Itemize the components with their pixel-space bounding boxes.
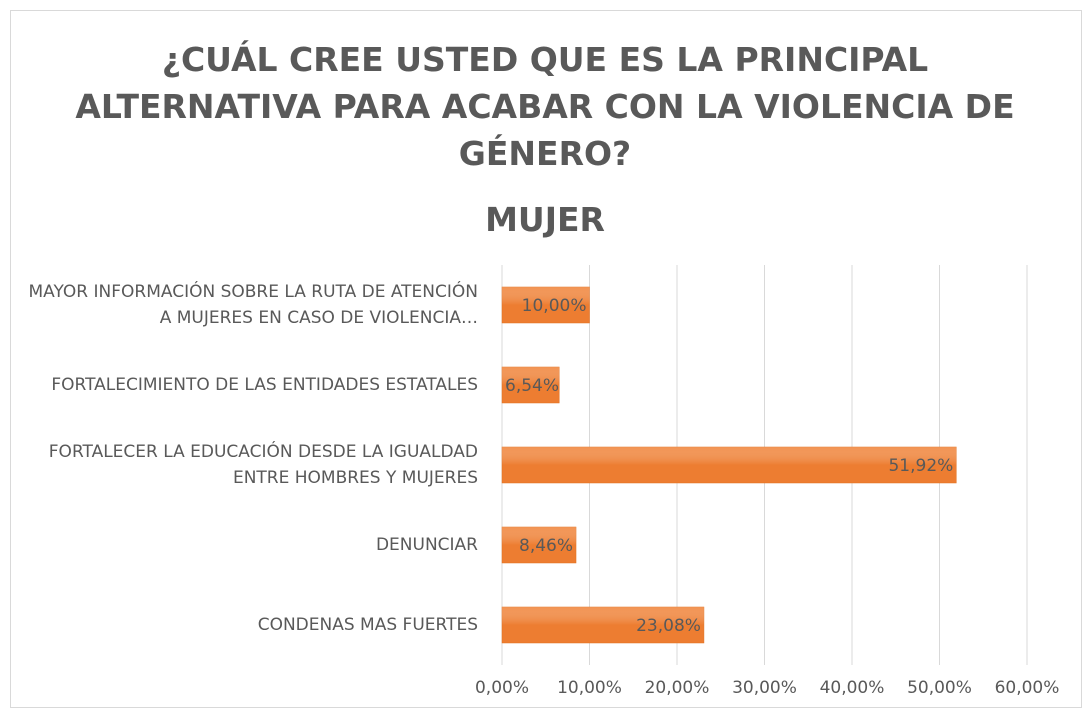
chart-title: ¿CUÁL CREE USTED QUE ES LA PRINCIPAL ALT… <box>75 40 1015 173</box>
bar-highlight <box>502 607 704 643</box>
data-label: 8,46% <box>519 536 573 556</box>
bar-highlight <box>502 287 590 323</box>
data-label: 23,08% <box>636 616 701 636</box>
bar-highlight <box>502 447 957 483</box>
y-tick-label: MAYOR INFORMACIÓN SOBRE LA RUTA DE ATENC… <box>28 282 478 328</box>
x-tick-label: 40,00% <box>820 678 885 698</box>
bar-highlight <box>502 527 577 563</box>
x-tick-label: 60,00% <box>995 678 1060 698</box>
y-tick-label: DENUNCIAR <box>375 535 478 555</box>
data-label: 6,54% <box>505 376 559 396</box>
x-tick-label: 10,00% <box>557 678 622 698</box>
data-label: 10,00% <box>522 296 587 316</box>
bar-highlight <box>502 367 560 403</box>
x-tick-label: 30,00% <box>732 678 797 698</box>
x-tick-label: 0,00% <box>475 678 529 698</box>
chart-subtitle: MUJER <box>485 200 605 239</box>
x-tick-label: 50,00% <box>907 678 972 698</box>
x-tick-label: 20,00% <box>645 678 710 698</box>
data-label: 51,92% <box>888 456 953 476</box>
y-tick-label: FORTALECIMIENTO DE LAS ENTIDADES ESTATAL… <box>51 375 478 395</box>
y-tick-label: FORTALECER LA EDUCACIÓN DESDE LA IGUALDA… <box>48 442 478 488</box>
chart-frame <box>10 10 1082 708</box>
y-tick-label: CONDENAS MAS FUERTES <box>257 615 478 635</box>
